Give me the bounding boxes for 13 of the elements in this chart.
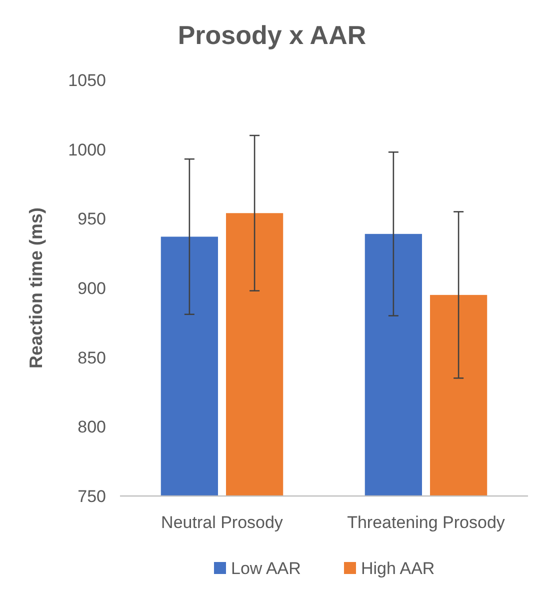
x-tick-label: Neutral Prosody <box>161 513 284 532</box>
legend-label: High AAR <box>361 558 435 578</box>
y-tick-label: 800 <box>78 418 106 437</box>
y-tick-label: 1050 <box>68 70 106 90</box>
x-tick-label: Threatening Prosody <box>347 513 506 532</box>
y-tick-label: 900 <box>78 278 106 298</box>
y-tick-label: 750 <box>78 486 106 506</box>
chart-title: Prosody x AAR <box>178 20 366 50</box>
y-axis-title: Reaction time (ms) <box>26 207 46 369</box>
y-tick-label: 1000 <box>68 140 106 160</box>
legend-label: Low AAR <box>231 558 301 578</box>
y-tick-label: 950 <box>78 210 106 229</box>
y-tick-label: 850 <box>78 348 106 368</box>
